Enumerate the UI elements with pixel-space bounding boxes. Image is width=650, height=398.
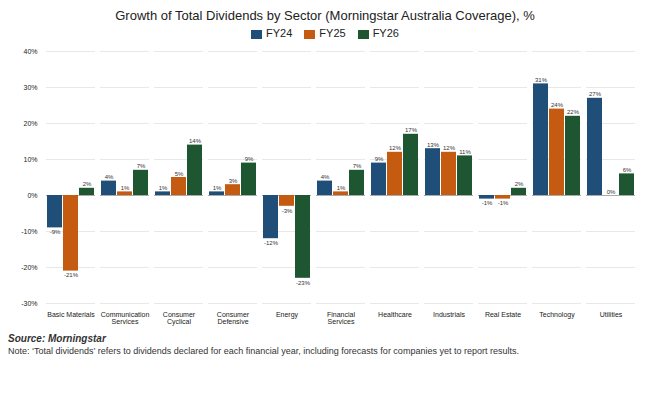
svg-text:ConsumerDefensive: ConsumerDefensive: [217, 311, 250, 325]
svg-text:4%: 4%: [321, 174, 330, 180]
svg-text:10%: 10%: [23, 156, 37, 163]
svg-text:-12%: -12%: [264, 240, 279, 246]
svg-text:Industrials: Industrials: [433, 311, 465, 318]
svg-text:1%: 1%: [159, 185, 168, 191]
svg-text:-3%: -3%: [282, 208, 293, 214]
svg-text:-21%: -21%: [64, 272, 79, 278]
svg-text:6%: 6%: [623, 167, 632, 173]
html-text:Growth of Total Dividends by S: Growth of Total Dividends by Sector (Mor…: [115, 8, 535, 23]
svg-text:1%: 1%: [213, 185, 222, 191]
svg-text:5%: 5%: [175, 171, 184, 177]
svg-text:-20%: -20%: [21, 264, 37, 271]
html-text:FY25: FY25: [319, 27, 346, 39]
svg-text:17%: 17%: [405, 127, 418, 133]
svg-text:1%: 1%: [337, 185, 346, 191]
html-text:Source: Morningstar: Source: Morningstar: [8, 333, 106, 344]
svg-text:40%: 40%: [23, 48, 37, 55]
svg-text:Basic Materials: Basic Materials: [47, 311, 95, 318]
svg-text:11%: 11%: [459, 149, 471, 155]
svg-text:-9%: -9%: [50, 229, 61, 235]
svg-text:Technology: Technology: [539, 311, 575, 319]
svg-text:CommunicationServices: CommunicationServices: [101, 311, 150, 325]
svg-text:9%: 9%: [245, 156, 254, 162]
svg-text:12%: 12%: [389, 145, 402, 151]
svg-text:0%: 0%: [27, 192, 37, 199]
svg-text:Real Estate: Real Estate: [485, 311, 521, 318]
svg-text:-30%: -30%: [21, 300, 37, 307]
svg-text:14%: 14%: [189, 138, 202, 144]
html-text:Note: ‘Total dividends’ refers: Note: ‘Total dividends’ refers to divide…: [8, 346, 519, 356]
svg-text:27%: 27%: [589, 91, 602, 97]
svg-text:3%: 3%: [229, 178, 238, 184]
html-text:FY24: FY24: [266, 27, 293, 39]
svg-text:-1%: -1%: [482, 200, 493, 206]
svg-text:Energy: Energy: [276, 311, 299, 319]
svg-text:2%: 2%: [83, 181, 92, 187]
svg-text:7%: 7%: [353, 163, 362, 169]
svg-text:FinancialServices: FinancialServices: [327, 311, 355, 325]
html-text:FY26: FY26: [372, 27, 399, 39]
svg-text:1%: 1%: [121, 185, 130, 191]
svg-text:20%: 20%: [23, 120, 37, 127]
svg-text:7%: 7%: [137, 163, 146, 169]
svg-text:2%: 2%: [515, 181, 524, 187]
svg-text:24%: 24%: [551, 102, 564, 108]
svg-text:22%: 22%: [567, 109, 580, 115]
svg-text:Healthcare: Healthcare: [378, 311, 412, 318]
svg-text:-10%: -10%: [21, 228, 37, 235]
svg-text:-1%: -1%: [498, 200, 509, 206]
svg-text:13%: 13%: [427, 142, 440, 148]
svg-text:4%: 4%: [105, 174, 114, 180]
svg-text:31%: 31%: [535, 77, 548, 83]
svg-text:ConsumerCyclical: ConsumerCyclical: [163, 311, 196, 326]
svg-text:12%: 12%: [443, 145, 456, 151]
svg-text:30%: 30%: [23, 84, 37, 91]
svg-text:-23%: -23%: [296, 280, 311, 286]
svg-text:9%: 9%: [375, 156, 384, 162]
svg-text:Utilities: Utilities: [600, 311, 623, 318]
svg-text:0%: 0%: [607, 189, 616, 195]
